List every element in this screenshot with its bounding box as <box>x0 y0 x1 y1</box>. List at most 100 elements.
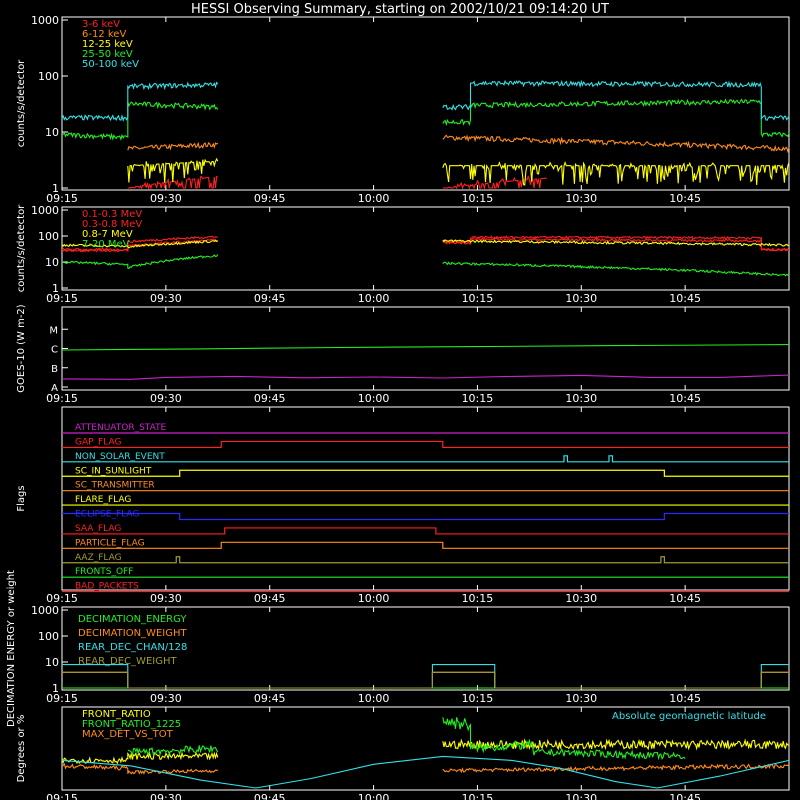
series-line-goes-0 <box>61 344 790 351</box>
legend-entry: 3-6 keV <box>82 19 120 30</box>
y-tick-label: 1000 <box>31 604 59 617</box>
flag-label: FLARE_FLAG <box>75 495 131 505</box>
x-tick-label: 09:30 <box>150 792 182 800</box>
legend-entry: 50-100 keV <box>82 59 139 70</box>
x-tick-label: 10:00 <box>358 292 390 305</box>
legend-entry: 25-50 keV <box>82 49 133 60</box>
legend-entry: 12-25 keV <box>82 39 133 50</box>
flag-label: BAD_PACKETS <box>75 582 139 592</box>
series-line-6-12-kev <box>127 134 790 154</box>
series-line-7-20-mev <box>61 254 790 277</box>
x-tick-label: 10:15 <box>462 192 494 205</box>
legend-entry: REAR_DEC_CHAN/128 <box>78 642 187 653</box>
legend-entry: MAX_DET_VS_TOT <box>82 729 174 740</box>
x-tick-label: 10:45 <box>669 692 701 705</box>
panel-frame <box>61 206 790 291</box>
panel-ratio: Degrees or % 09:15 09:30 09:45 10:00 10:15 10:… <box>16 706 790 800</box>
x-tick-label: 10:45 <box>669 392 701 405</box>
y-axis-label: Flags <box>16 485 27 511</box>
legend-entry: DECIMATION_WEIGHT <box>78 628 187 639</box>
series-line-25-50-kev <box>61 98 790 141</box>
y-tick-label: 1000 <box>31 14 59 27</box>
x-tick-label: 10:15 <box>462 292 494 305</box>
y-tick-label: 10 <box>45 256 59 269</box>
x-tick-label: 09:30 <box>150 692 182 705</box>
panel-frame <box>61 406 790 591</box>
panel-decimation: 1 10 100 1000 DECIMATION ENERGY or weight 09:… <box>6 570 790 727</box>
legend-entry: DECIMATION_ENERGY <box>78 614 187 625</box>
flag-label: ECLIPSE_FLAG <box>75 510 139 520</box>
flag-label: PARTICLE_FLAG <box>75 538 145 548</box>
x-tick-label: 10:00 <box>358 792 390 800</box>
series-line-front-ratio-1225 <box>127 717 686 761</box>
x-tick-label: 09:15 <box>46 192 78 205</box>
legend-entry: 0.8-7 MeV <box>82 229 133 240</box>
panel-frame <box>61 16 790 191</box>
y-tick-label: 1 <box>52 282 59 295</box>
panel-frame <box>61 706 790 791</box>
legend-entry: FRONT_RATIO <box>82 709 151 720</box>
y-tick-label: M <box>49 325 58 336</box>
y-axis-label: GOES-10 (W m-2) <box>16 304 27 392</box>
annotation-label: Absolute geomagnetic latitude <box>612 711 766 722</box>
y-axis-label: DECIMATION ENERGY or weight <box>6 570 17 727</box>
panel-flags: Flags 09:15 09:30 09:45 10:00 10:15 10:30 10:45… <box>16 406 790 605</box>
x-tick-label: 10:30 <box>565 292 597 305</box>
chart-title: HESSI Observing Summary, starting on 200… <box>191 2 609 17</box>
x-tick-label: 10:45 <box>669 192 701 205</box>
flag-label: SAA_FLAG <box>75 524 121 534</box>
panel-xray: 1 10 100 1000 counts/s/detector 09:15 09:30 09:… <box>16 14 790 205</box>
y-axis-label: Degrees or % <box>16 715 27 783</box>
x-tick-label: 10:30 <box>565 692 597 705</box>
flag-line-saa_flag <box>62 527 789 535</box>
x-tick-label: 09:30 <box>150 392 182 405</box>
y-tick-label: 10 <box>45 126 59 139</box>
x-tick-label: 10:00 <box>358 392 390 405</box>
x-tick-label: 10:30 <box>565 392 597 405</box>
flag-label: FRONTS_OFF <box>75 567 133 577</box>
series-line-goes-1 <box>61 374 790 380</box>
series-line-rear-dec-weight <box>62 671 789 689</box>
flag-line-sc_in_sunlight <box>62 469 789 477</box>
y-tick-label: C <box>51 345 58 356</box>
y-axis-label: counts/s/detector <box>16 59 27 147</box>
x-tick-label: 09:15 <box>46 592 78 605</box>
x-tick-label: 10:15 <box>462 392 494 405</box>
x-tick-label: 09:30 <box>150 292 182 305</box>
x-tick-label: 10:30 <box>565 792 597 800</box>
x-tick-label: 09:45 <box>254 792 286 800</box>
legend-entry: FRONT_RATIO_1225 <box>82 719 181 730</box>
series-line-50-100-kev <box>61 79 790 123</box>
series-line-0-8-7-mev <box>61 239 790 249</box>
flag-line-aaz_flag <box>62 556 789 564</box>
series-line-max-det-vs-tot <box>61 762 790 775</box>
legend-entry: 0.3-0.8 MeV <box>82 219 142 230</box>
flag-line-eclipse_flag <box>62 512 789 521</box>
x-tick-label: 10:15 <box>462 792 494 800</box>
x-tick-label: 10:45 <box>669 592 701 605</box>
series-line-absolute-geomagnetic-latitude <box>61 755 790 789</box>
series-line-0-1-0-3-mev <box>61 235 790 252</box>
x-tick-label: 09:30 <box>150 192 182 205</box>
x-tick-label: 10:45 <box>669 292 701 305</box>
y-tick-label: 1 <box>52 182 59 195</box>
x-tick-label: 10:15 <box>462 592 494 605</box>
series-line-decimation-weight <box>62 671 789 689</box>
y-tick-label: B <box>51 364 58 375</box>
flag-label: NON_SOLAR_EVENT <box>75 452 165 462</box>
flag-line-particle_flag <box>62 541 789 549</box>
flag-line-gap_flag <box>62 440 789 449</box>
chart-panels: 1 10 100 1000 counts/s/detector 09:15 09:30 09:… <box>6 14 790 800</box>
x-tick-label: 09:45 <box>254 692 286 705</box>
y-tick-label: 1000 <box>31 204 59 217</box>
x-tick-label: 09:15 <box>46 692 78 705</box>
x-tick-label: 09:45 <box>254 192 286 205</box>
flag-line-non_solar_event <box>62 455 789 463</box>
x-tick-label: 10:15 <box>462 692 494 705</box>
y-tick-label: A <box>51 383 58 394</box>
flag-label: SC_TRANSMITTER <box>75 481 155 491</box>
legend-entry: REAR_DEC_WEIGHT <box>78 656 177 667</box>
panel-frame <box>61 606 790 691</box>
